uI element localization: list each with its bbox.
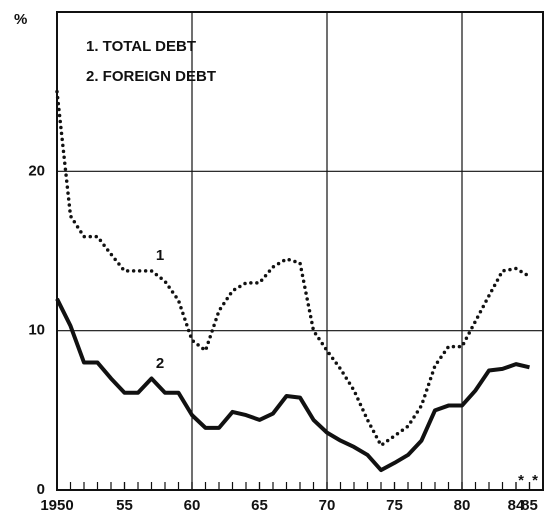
x-tick-label: 60 <box>184 497 201 514</box>
x-tick-label: 75 <box>386 497 403 514</box>
x-tick-label: 1950 <box>40 497 73 514</box>
series-line <box>55 297 530 473</box>
y-tick-label: 10 <box>28 322 45 339</box>
annotation: 2 <box>156 355 164 372</box>
x-tick-label: 85 <box>521 497 538 514</box>
annotation: * <box>532 472 538 489</box>
x-tick-label: 70 <box>319 497 336 514</box>
annotation: * <box>518 472 524 489</box>
y-tick-label: 20 <box>28 162 45 179</box>
x-tick-label: 84 <box>508 497 525 514</box>
legend-entry: 1. TOTAL DEBT <box>86 38 196 55</box>
y-tick-label: 0 <box>37 481 45 498</box>
x-tick-label: 80 <box>454 497 471 514</box>
legend-entry: 2. FOREIGN DEBT <box>86 68 216 85</box>
y-axis-label: % <box>14 11 27 28</box>
annotation: 1 <box>156 247 164 264</box>
x-tick-label: 65 <box>251 497 268 514</box>
x-tick-label: 55 <box>116 497 133 514</box>
